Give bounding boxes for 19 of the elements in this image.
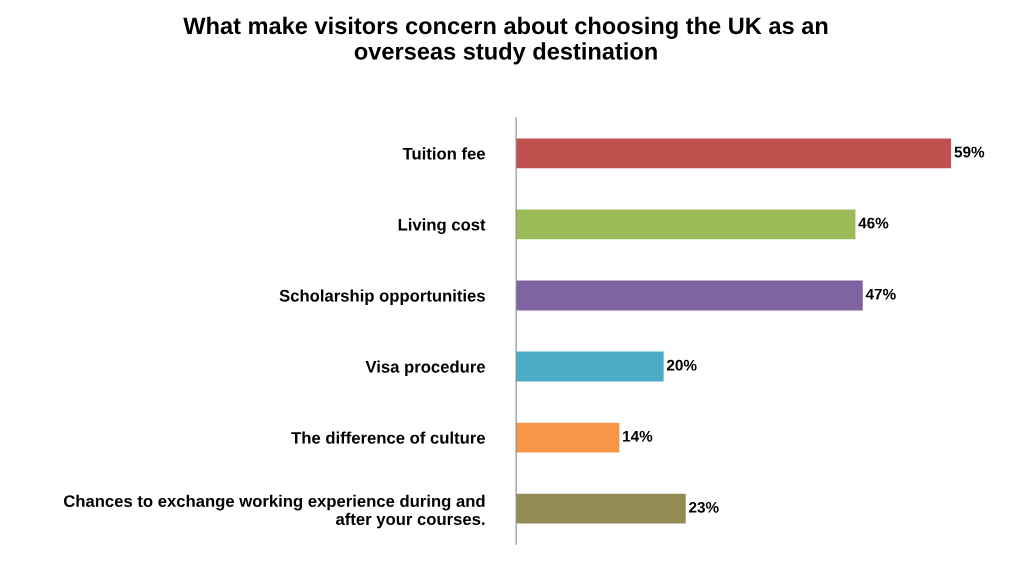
bar bbox=[516, 209, 856, 240]
bar bbox=[516, 422, 620, 453]
bar bbox=[516, 351, 664, 382]
data-label: 20% bbox=[666, 359, 697, 371]
bar bbox=[516, 138, 952, 169]
bar bbox=[516, 493, 686, 524]
data-label: 46% bbox=[858, 217, 889, 229]
y-tick-label: Visa procedure bbox=[365, 360, 485, 377]
y-tick-label: Living cost bbox=[398, 218, 486, 234]
chart-title: What make visitors concern about choosing the UK as an overseas study destination bbox=[183, 16, 828, 65]
data-label: 59% bbox=[954, 146, 985, 158]
data-label: 47% bbox=[865, 288, 896, 300]
y-tick-label: The difference of culture bbox=[291, 431, 486, 444]
data-label: 14% bbox=[623, 430, 653, 442]
y-tick-label: Scholarship opportunities bbox=[279, 289, 485, 305]
data-label: 23% bbox=[689, 501, 719, 513]
y-tick-label: Tuition fee bbox=[402, 147, 485, 160]
bar bbox=[516, 280, 863, 311]
y-tick-label: Chances to exchange working experience during and after your courses. bbox=[63, 494, 485, 529]
